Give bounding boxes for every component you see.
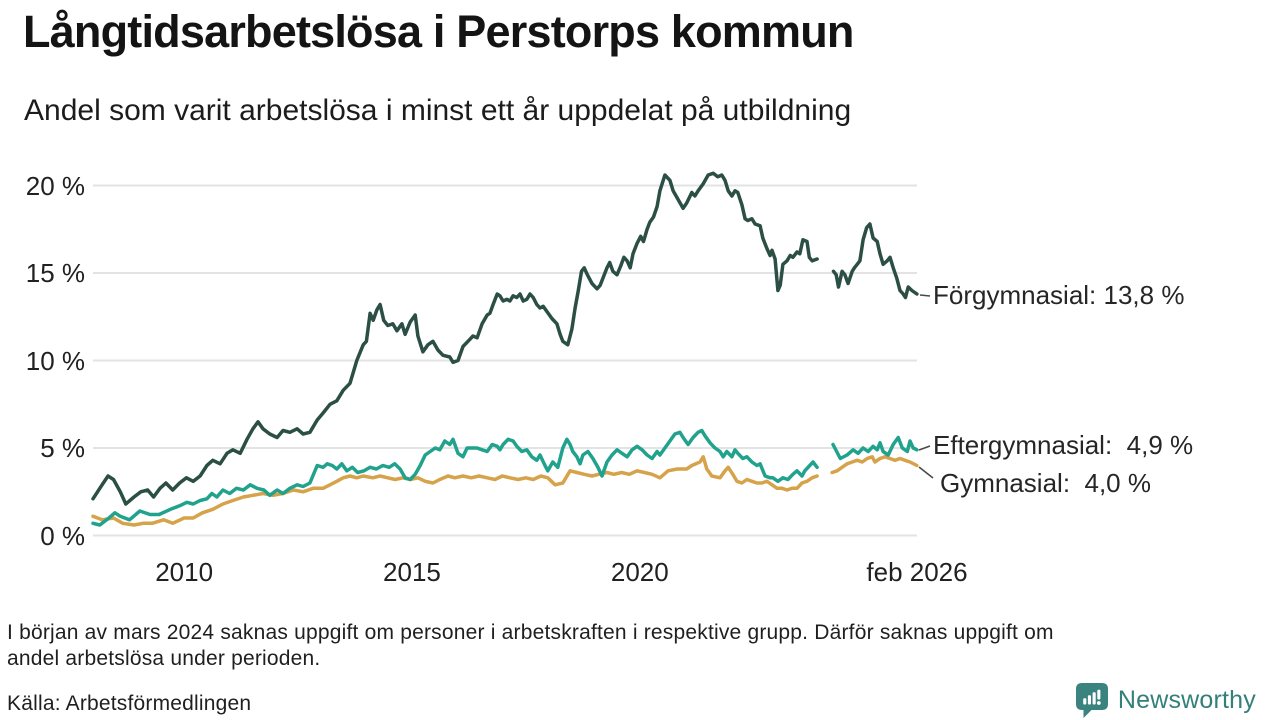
x-tick-label: feb 2026 [866, 557, 968, 587]
series-line-gymnasial [91, 455, 819, 527]
series-line-eftergymnasial [91, 428, 819, 527]
y-tick-label: 10 % [25, 345, 85, 376]
x-tick-label: 2020 [610, 557, 669, 587]
series-label-gymnasial: Gymnasial: 4,0 % [940, 468, 1151, 498]
source-text: Källa: Arbetsförmedlingen [7, 692, 252, 715]
series-line-förgymnasial [831, 222, 919, 300]
footnote-line-2: andel arbetslösa under perioden. [7, 647, 321, 670]
y-tick-label: 20 % [25, 170, 85, 201]
y-tick-label: 5 % [40, 433, 85, 463]
newsworthy-logo-icon [1075, 682, 1109, 718]
footnote-line-1: I början av mars 2024 saknas uppgift om … [7, 621, 1054, 644]
x-tick-label: 2015 [383, 557, 441, 587]
newsworthy-logo: Newsworthy [1075, 682, 1256, 718]
series-label-forgymnasial: Förgymnasial: 13,8 % [933, 280, 1185, 310]
page-title: Långtidsarbetslösa i Perstorps kommun [23, 6, 854, 57]
page-subtitle: Andel som varit arbetslösa i minst ett å… [24, 94, 852, 127]
y-tick-label: 15 % [25, 258, 85, 288]
series-line-förgymnasial [91, 171, 819, 506]
series-label-eftergymnasial: Eftergymnasial: 4,9 % [933, 430, 1194, 460]
series-line-gymnasial [830, 455, 919, 475]
label-connector [919, 294, 931, 297]
x-tick-label: 2010 [155, 557, 214, 587]
newsworthy-logo-text: Newsworthy [1117, 685, 1256, 714]
label-connector [918, 445, 931, 451]
label-connector [918, 466, 934, 479]
series-line-eftergymnasial [831, 435, 919, 461]
y-tick-label: 0 % [40, 520, 85, 551]
